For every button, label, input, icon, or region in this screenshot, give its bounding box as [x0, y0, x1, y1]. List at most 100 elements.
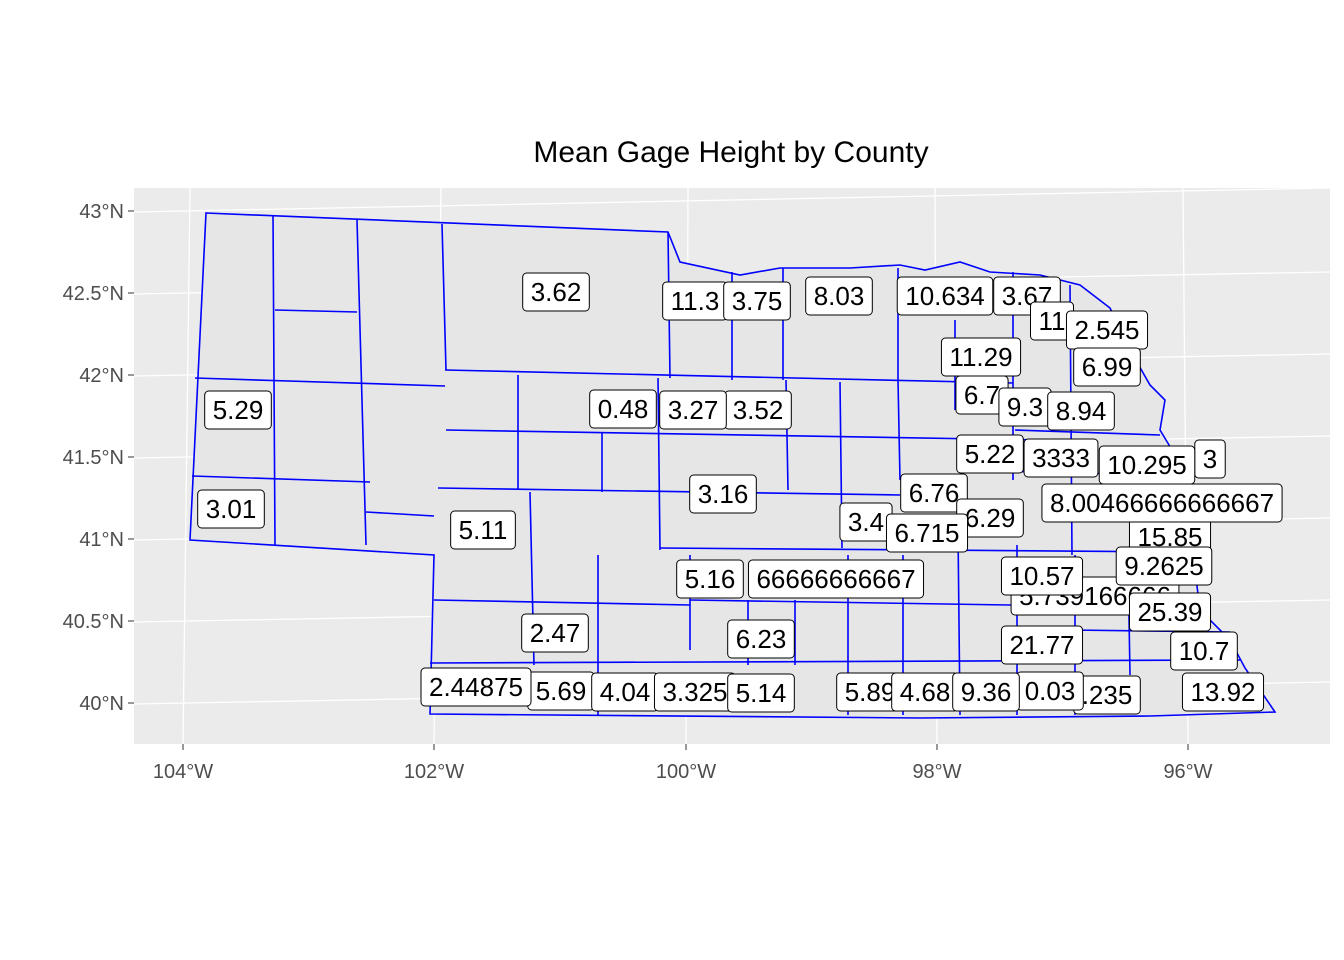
grid-lon-104	[182, 187, 191, 745]
value-label-text: 3333	[1032, 443, 1090, 473]
value-label-text: 5.11	[459, 515, 508, 545]
county-line	[441, 223, 447, 371]
value-label: 2.545	[1065, 310, 1149, 350]
value-label-text: 10.634	[905, 281, 985, 311]
value-label-text: 4.04	[600, 677, 651, 707]
value-label-text: .235	[1082, 680, 1133, 710]
x-tick-label: 102°W	[404, 761, 464, 783]
value-label-text: 25.39	[1137, 597, 1202, 627]
value-label: 13.92	[1181, 672, 1265, 712]
value-label: 2.47	[521, 613, 589, 653]
value-label: 8.00466666666667	[1041, 483, 1283, 523]
county-line	[437, 487, 901, 496]
value-label: 4.04	[591, 672, 659, 712]
y-tick-label: 42°N	[79, 365, 124, 387]
value-label: .235	[1073, 675, 1141, 715]
county-line	[433, 599, 691, 606]
value-label: 25.39	[1128, 592, 1212, 632]
value-label: 11.3	[662, 281, 728, 321]
value-label: 9.2625	[1115, 546, 1213, 586]
x-tick-label: 98°W	[912, 761, 961, 783]
value-label: 3.325	[653, 672, 737, 712]
county-line	[444, 369, 1014, 384]
x-tick: 98°W	[912, 744, 962, 783]
county-line	[897, 379, 901, 481]
value-label: 10.295	[1098, 445, 1196, 485]
y-axis: 43°N 42.5°N 42°N 41.5°N 41°N 40.5°N 40°N	[63, 201, 134, 715]
value-label-text: 10.57	[1009, 561, 1074, 591]
value-label-text: 5.69	[536, 676, 587, 706]
county-line	[191, 475, 371, 483]
value-label-text: 4.68	[900, 677, 951, 707]
value-label-text: 9.3	[1007, 392, 1043, 422]
value-label: 5.69	[527, 671, 595, 711]
x-tick: 102°W	[404, 744, 464, 783]
value-label: 5.14	[727, 673, 795, 713]
value-label-text: 21.77	[1009, 630, 1074, 660]
x-tick-label: 104°W	[153, 761, 213, 783]
value-label: 5.22	[956, 434, 1024, 474]
value-label-text: 3.27	[668, 395, 719, 425]
value-label: 66666666667	[747, 559, 925, 599]
value-label: 3.75	[723, 281, 791, 321]
value-label: 3.62	[522, 272, 590, 312]
county-line	[1014, 429, 1161, 436]
county-line	[365, 511, 435, 517]
value-label: 6.29	[956, 498, 1024, 538]
y-tick: 40.5°N	[63, 611, 134, 633]
value-label: 11.29	[940, 337, 1022, 377]
value-label-text: 2.47	[530, 618, 581, 648]
value-label: 5.89	[836, 672, 904, 712]
value-label-text: 10.295	[1107, 450, 1187, 480]
y-tick: 42°N	[79, 365, 134, 387]
value-label: 3.16	[689, 474, 757, 514]
value-label: 3	[1194, 439, 1226, 479]
value-label: 6.7	[955, 375, 1009, 415]
value-label-text: 6.715	[894, 518, 959, 548]
county-line	[657, 377, 661, 551]
y-tick: 41°N	[79, 529, 134, 551]
x-axis: 104°W 102°W 100°W 98°W 96°W	[153, 744, 1213, 783]
value-label: 3.4	[839, 502, 893, 542]
value-label: 11	[1030, 301, 1074, 341]
value-label: 3333	[1023, 438, 1099, 478]
value-label: 9.3	[998, 387, 1052, 427]
x-tick-label: 100°W	[656, 761, 716, 783]
x-tick-label: 96°W	[1163, 761, 1212, 783]
value-label-text: 0.03	[1025, 676, 1076, 706]
value-label-text: 5.16	[685, 564, 736, 594]
value-label-text: 2.44875	[429, 672, 523, 702]
x-tick: 96°W	[1163, 744, 1213, 783]
value-label: 0.48	[589, 389, 657, 429]
value-label: 10.634	[896, 276, 994, 316]
value-label-text: 9.36	[961, 677, 1012, 707]
value-label-text: 8.03	[814, 281, 865, 311]
y-tick: 41.5°N	[63, 447, 134, 469]
county-line	[274, 309, 358, 313]
value-label: 6.715	[885, 513, 969, 553]
value-label: 8.03	[805, 276, 873, 316]
value-label: 5.11	[450, 510, 516, 550]
value-label: 3.27	[659, 390, 727, 430]
value-label: 8.94	[1047, 391, 1115, 431]
value-labels: 3.62 11.3 3.75 8.03 3.67 10.634 11 2.545…	[197, 272, 1283, 715]
x-tick: 104°W	[153, 744, 213, 783]
value-label: 5.29	[204, 390, 272, 430]
value-label-text: 66666666667	[756, 564, 915, 594]
value-label-text: 5.22	[965, 439, 1016, 469]
value-label: 6.23	[727, 619, 795, 659]
value-label-text: 5.89	[845, 677, 896, 707]
value-label-text: 5.14	[736, 678, 787, 708]
y-tick: 42.5°N	[63, 283, 134, 305]
value-label-text: 8.00466666666667	[1050, 488, 1274, 518]
value-label: 10.57	[1000, 556, 1084, 596]
value-label-text: 11.29	[949, 342, 1012, 372]
value-label-text: 3.4	[848, 507, 884, 537]
y-tick-label: 42.5°N	[63, 283, 124, 305]
value-label-text: 8.94	[1056, 396, 1107, 426]
y-tick-label: 41.5°N	[63, 447, 124, 469]
value-label-text: 9.2625	[1124, 551, 1204, 581]
value-label-text: 6.7	[964, 380, 1000, 410]
value-label-text: 13.92	[1190, 677, 1255, 707]
